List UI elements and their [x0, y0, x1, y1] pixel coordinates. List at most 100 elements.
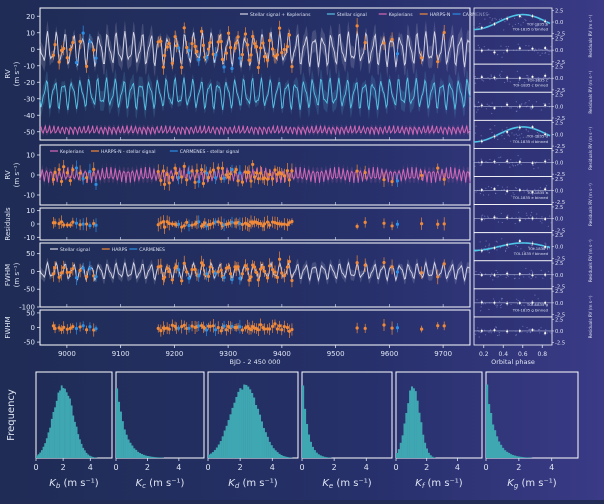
- histogram-bar: [239, 388, 241, 458]
- phase-point: [479, 47, 480, 48]
- legend-entry: Keplerians: [60, 149, 85, 155]
- harps-point: [390, 265, 393, 268]
- harps-point: [253, 175, 256, 178]
- phase-point: [521, 104, 522, 105]
- histogram-bar: [154, 457, 156, 458]
- harps-point: [288, 33, 291, 36]
- carmenes-point: [238, 57, 241, 60]
- binned-point: [493, 51, 496, 54]
- x-tick-label: 9300: [219, 350, 237, 358]
- phase-point: [529, 273, 530, 274]
- histogram-bar: [318, 454, 320, 458]
- harps-point: [58, 168, 61, 171]
- binned-point: [544, 104, 547, 107]
- histogram-x-label: Kf (m s⁻¹): [415, 478, 463, 490]
- harps-point: [66, 223, 69, 226]
- harps-point: [212, 168, 215, 171]
- phase-point: [497, 139, 498, 140]
- histogram-bar: [231, 408, 233, 458]
- binned-point: [531, 126, 534, 129]
- phase-point: [505, 250, 506, 251]
- phase-point: [523, 276, 524, 277]
- harps-point: [190, 325, 193, 328]
- histogram-bar: [413, 388, 415, 458]
- phase-point: [483, 13, 484, 14]
- harps-point: [246, 43, 249, 46]
- phase-y-tick-label: 0.0: [555, 104, 563, 110]
- harps-point: [278, 324, 281, 327]
- legend-entry: Stellar signal + Keplerians: [250, 12, 311, 18]
- phase-point: [491, 332, 492, 333]
- phase-point: [498, 157, 499, 158]
- histogram-x-tick-label: 4: [455, 463, 460, 472]
- phase-point: [494, 18, 495, 19]
- phase-y-tick-label: 2.5: [555, 261, 563, 267]
- phase-point: [488, 194, 489, 195]
- histogram-bar: [222, 436, 224, 458]
- phase-legend-binned: TOI-1835 f binned: [513, 251, 549, 256]
- harps-point: [85, 222, 88, 225]
- phase-point: [485, 188, 486, 189]
- phase-point: [537, 52, 538, 53]
- phase-point: [499, 164, 500, 165]
- harps-point: [283, 48, 286, 51]
- carmenes-point: [222, 177, 225, 180]
- histogram-bar: [396, 453, 398, 458]
- phase-point: [514, 18, 515, 19]
- harps-point: [356, 326, 359, 329]
- phase-point: [475, 125, 476, 126]
- histogram-bar: [280, 455, 282, 458]
- phase-point: [488, 245, 489, 246]
- histogram-bar: [87, 455, 89, 458]
- phase-point: [481, 164, 482, 165]
- y-tick-label: 10: [26, 152, 35, 160]
- histogram-bar: [41, 450, 43, 458]
- binned-point: [481, 301, 484, 304]
- harps-point: [390, 38, 393, 41]
- histogram-bar: [405, 413, 407, 458]
- phase-point: [517, 135, 518, 136]
- histogram-bar: [212, 452, 214, 458]
- phase-point: [521, 103, 522, 104]
- phase-point: [485, 246, 486, 247]
- phase-point: [524, 191, 525, 192]
- phase-point: [515, 24, 516, 25]
- histogram-bar: [57, 393, 59, 458]
- y-axis-label: (m s⁻¹): [13, 61, 21, 86]
- phase-point: [528, 329, 529, 330]
- y-tick-label: 10: [26, 207, 35, 215]
- histogram-bar: [255, 405, 257, 458]
- harps-point: [71, 221, 74, 224]
- phase-point: [501, 135, 502, 136]
- x-axis-label: BJD - 2 450 000: [230, 358, 281, 366]
- y-axis-label: (m s⁻¹): [13, 262, 21, 287]
- phase-y-tick-label: 2.5: [555, 93, 563, 99]
- histogram-bar: [141, 454, 143, 458]
- harps-point: [180, 66, 183, 69]
- phase-point: [489, 17, 490, 18]
- phase-point: [496, 306, 497, 307]
- phase-point: [474, 83, 475, 84]
- phase-point: [491, 76, 492, 77]
- harps-point: [229, 272, 232, 275]
- phase-point: [505, 193, 506, 194]
- harps-point: [364, 41, 367, 44]
- histogram-bar: [127, 439, 129, 458]
- histogram-bar: [506, 452, 508, 458]
- histogram-bar: [56, 401, 58, 458]
- phase-point: [527, 332, 528, 333]
- phase-point: [485, 161, 486, 162]
- phase-point: [516, 188, 517, 189]
- phase-point: [506, 248, 507, 249]
- harps-point: [290, 220, 293, 223]
- carmenes-point: [88, 325, 91, 328]
- histogram-bar: [288, 457, 290, 458]
- phase-point: [518, 44, 519, 45]
- phase-point: [505, 251, 506, 252]
- binned-point: [493, 247, 496, 250]
- histogram-bar: [79, 439, 81, 458]
- histogram-bar: [411, 386, 413, 458]
- phase-point: [499, 334, 500, 335]
- phase-point: [489, 244, 490, 245]
